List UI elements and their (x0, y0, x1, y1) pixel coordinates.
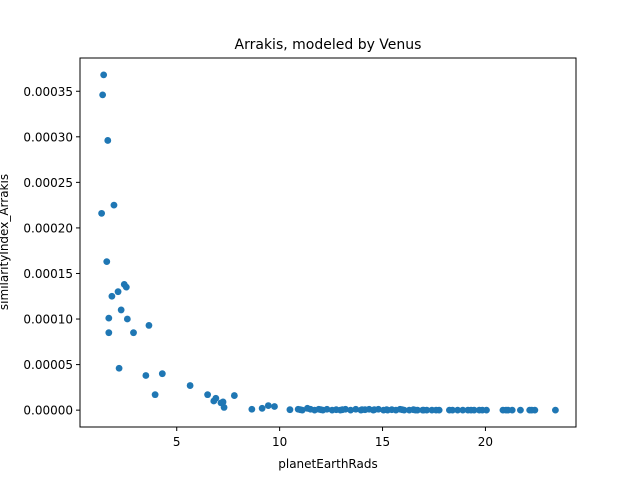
plot-frame (79, 57, 577, 428)
y-tick-label: 0.00005 (23, 358, 73, 372)
data-point (114, 288, 122, 296)
data-point (459, 406, 467, 414)
data-point (454, 406, 462, 414)
x-axis: 5 10 15 20 (173, 427, 493, 449)
data-point (105, 329, 113, 337)
data-point (98, 209, 106, 217)
x-tick-label: 5 (173, 435, 181, 449)
data-point (412, 406, 419, 414)
data-point (103, 258, 111, 266)
data-point (117, 306, 125, 314)
data-point (317, 406, 325, 414)
y-axis: 0.00000 0.00005 0.00010 0.00015 0.00020 0.000… (23, 85, 80, 418)
data-point (204, 391, 212, 399)
data-point (158, 370, 166, 378)
data-point (99, 91, 107, 99)
data-point (467, 406, 475, 414)
data-point (122, 283, 130, 291)
data-point (115, 364, 123, 372)
data-point (449, 406, 456, 414)
y-tick-label: 0.00015 (23, 267, 73, 281)
x-tick-label: 10 (272, 435, 287, 449)
y-axis-label: similarityIndex_Arrakis (0, 174, 11, 310)
data-point (502, 406, 510, 414)
data-point (230, 392, 238, 399)
data-point (552, 406, 559, 414)
data-point (508, 406, 516, 414)
data-point (271, 403, 278, 410)
data-point (432, 406, 440, 414)
data-point (104, 137, 112, 144)
data-point (323, 405, 331, 413)
data-point (130, 329, 137, 337)
chart-title: Arrakis, modeled by Venus (235, 37, 422, 53)
data-point (105, 314, 113, 322)
data-point (370, 406, 378, 414)
data-point (398, 406, 406, 414)
x-axis-label: planetEarthRads (278, 457, 377, 471)
data-point (347, 406, 355, 414)
y-tick-label: 0.00030 (23, 130, 73, 144)
data-point (478, 406, 486, 414)
data-point (358, 406, 366, 414)
data-point (258, 404, 266, 412)
data-point (286, 406, 294, 414)
data-point (100, 71, 108, 79)
data-point (110, 201, 118, 209)
y-tick-label: 0.00035 (23, 85, 73, 99)
plot-area (98, 71, 559, 414)
x-tick-label: 20 (478, 435, 493, 449)
data-point (186, 382, 194, 389)
data-point (528, 406, 536, 414)
data-point (339, 406, 346, 414)
y-tick-label: 0.00025 (23, 176, 73, 190)
data-point (383, 406, 391, 414)
data-point (145, 322, 153, 329)
y-tick-label: 0.00020 (23, 221, 73, 235)
data-point (212, 394, 220, 402)
data-point (248, 405, 256, 413)
data-point (219, 398, 227, 406)
y-tick-label: 0.00010 (23, 313, 73, 327)
data-point (220, 404, 228, 411)
data-point (420, 406, 428, 414)
data-point (142, 372, 150, 379)
data-point (352, 405, 360, 413)
data-point (151, 391, 159, 399)
data-point (264, 402, 272, 409)
x-tick-label: 15 (375, 435, 390, 449)
data-point (296, 406, 304, 414)
data-point (123, 315, 131, 323)
y-tick-label: 0.00000 (23, 404, 73, 418)
data-point (517, 406, 524, 414)
data-point (108, 292, 116, 300)
